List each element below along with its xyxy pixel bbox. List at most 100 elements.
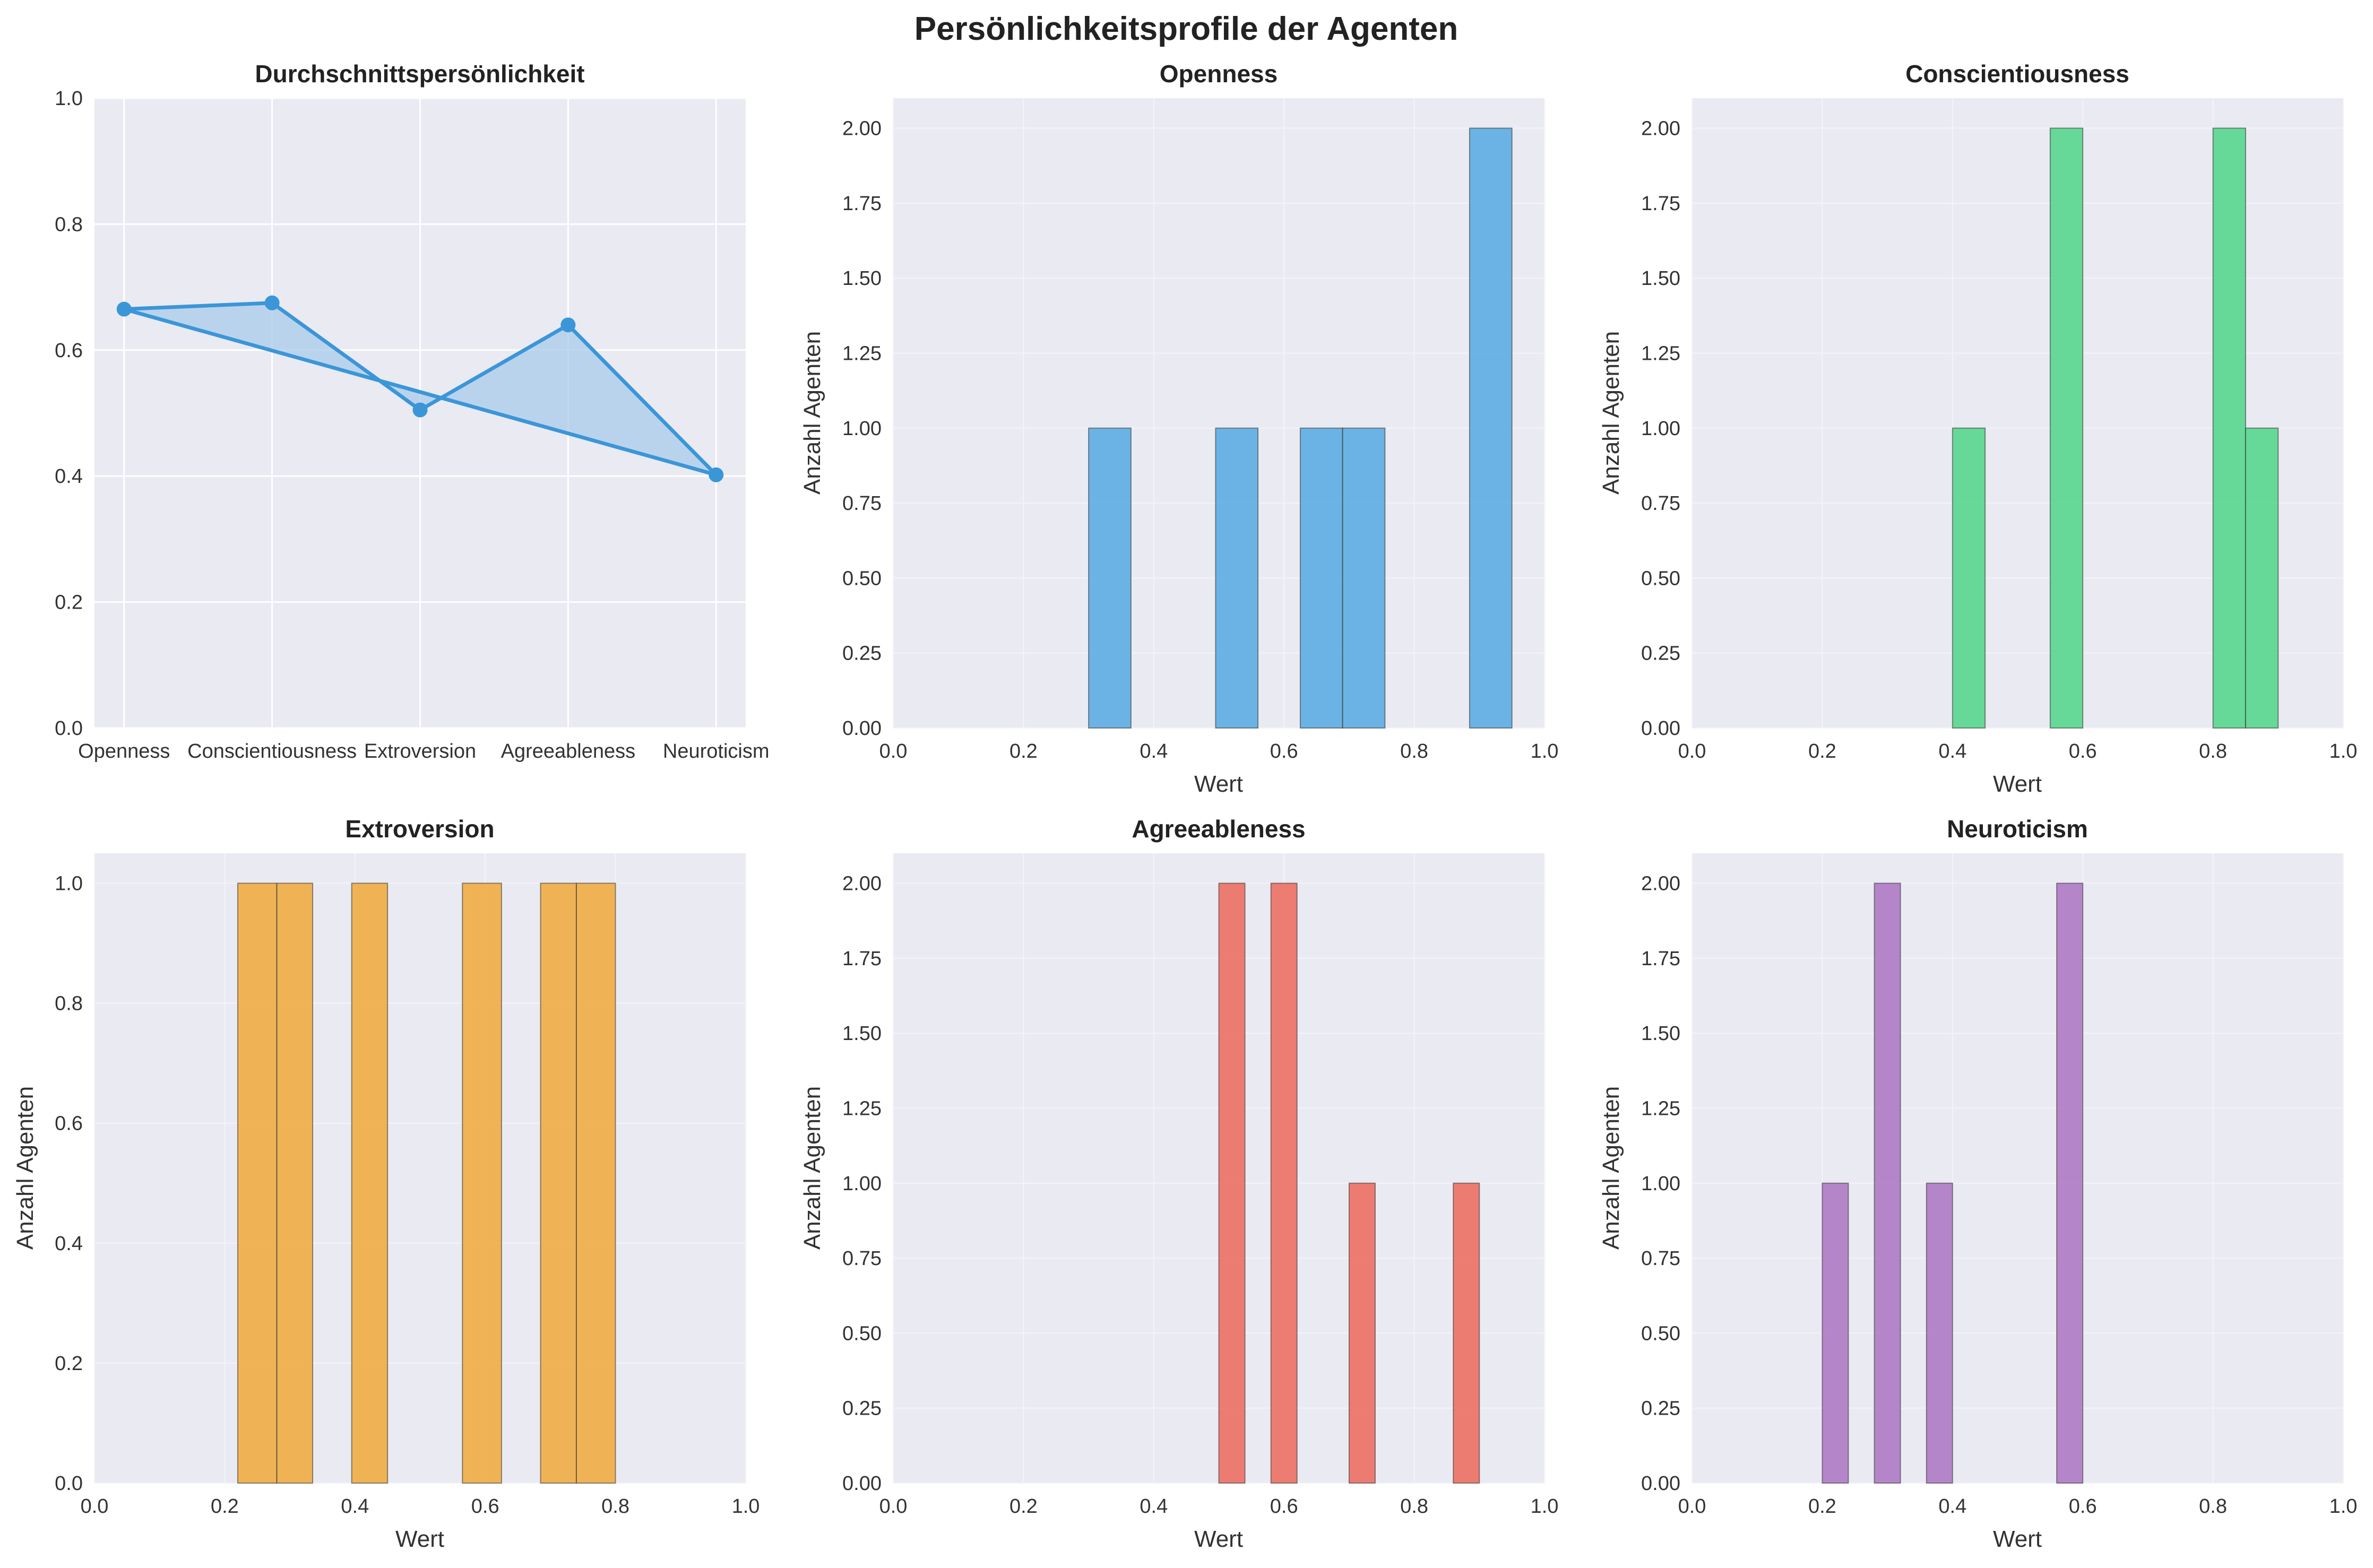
x-tick-label: 1.0 (1531, 1495, 1559, 1518)
x-tick-label: 0.2 (211, 1495, 239, 1518)
x-tick-label: 1.0 (732, 1495, 760, 1518)
x-axis-label: Wert (1993, 771, 2042, 797)
x-tick-label: 0.2 (1808, 740, 1836, 763)
x-axis-label: Wert (395, 1526, 444, 1552)
x-ticks: Openness Conscientiousness Extroversion Agr… (78, 740, 769, 763)
x-tick-label: Conscientiousness (187, 740, 357, 763)
x-tick-label: Agreeableness (501, 740, 636, 763)
panel-title: Agreeableness (1132, 815, 1305, 843)
histogram-bar (1348, 1182, 1376, 1484)
y-tick-label: 1.0 (55, 88, 83, 110)
y-tick-label: 0.2 (55, 1353, 83, 1375)
bars (1952, 127, 2279, 729)
y-ticks: 0.00 0.25 0.50 0.75 1.00 1.25 1.50 1.75 2.00 (1641, 118, 1680, 740)
y-tick-label: 0.25 (1641, 1398, 1680, 1420)
y-tick-label: 2.00 (842, 118, 882, 140)
x-tick-label: 0.2 (1808, 1495, 1836, 1518)
y-tick-label: 0.6 (55, 340, 83, 362)
y-tick-label: 0.4 (55, 1233, 83, 1255)
x-tick-label: 0.8 (2199, 1495, 2227, 1518)
x-tick-label: 0.6 (1270, 740, 1298, 763)
histogram-bar (1926, 1182, 1953, 1484)
x-tick-label: Openness (78, 740, 170, 763)
y-tick-label: 0.25 (1641, 643, 1680, 665)
y-tick-label: 1.50 (1641, 267, 1680, 290)
data-point (264, 295, 280, 310)
x-tick-label: 1.0 (1531, 740, 1559, 763)
x-ticks: 0.0 0.2 0.4 0.6 0.8 1.0 (879, 1495, 1559, 1518)
x-tick-label: 0.4 (1938, 1495, 1966, 1518)
y-tick-label: 0.0 (55, 1472, 83, 1495)
y-tick-label: 0.4 (55, 465, 83, 488)
histogram-bar (1270, 882, 1298, 1484)
panel-agreeableness: Agreeableness 0.00 0.25 0.50 0.75 1.00 1.25 1.… (799, 815, 1558, 1552)
x-tick-label: 0.0 (1678, 1495, 1706, 1518)
series-line (122, 301, 718, 477)
histogram-bar (1952, 427, 1986, 729)
x-tick-label: 0.8 (2199, 740, 2227, 763)
y-tick-label: 0.75 (1641, 492, 1680, 515)
panel-openness: Openness 0.00 0.25 0.50 0.75 1.00 1.25 1.50 1.7… (799, 60, 1558, 797)
y-tick-label: 2.00 (1641, 118, 1680, 140)
y-tick-label: 1.50 (842, 267, 882, 290)
panel-title: Openness (1160, 60, 1278, 88)
histogram-bar (1299, 427, 1343, 729)
y-tick-label: 1.25 (1641, 1097, 1680, 1120)
x-tick-label: 0.0 (879, 1495, 908, 1518)
histogram-bar (1215, 427, 1259, 729)
y-tick-label: 0.8 (55, 213, 83, 236)
histogram-bar (1453, 1182, 1480, 1484)
histogram-bar (1218, 882, 1246, 1484)
bars (1088, 127, 1513, 729)
y-tick-label: 1.00 (842, 1173, 882, 1195)
y-tick-label: 0.50 (842, 1322, 882, 1345)
histogram-bar (351, 882, 389, 1484)
y-tick-label: 1.50 (1641, 1023, 1680, 1045)
x-ticks: 0.0 0.2 0.4 0.6 0.8 1.0 (1678, 740, 2358, 763)
x-tick-label: 0.6 (2069, 740, 2097, 763)
y-tick-label: 2.00 (1641, 873, 1680, 895)
histogram-bar (540, 882, 577, 1484)
y-tick-label: 1.0 (55, 873, 83, 895)
panel-title: Neuroticism (1947, 815, 2088, 843)
y-tick-label: 0.50 (1641, 1322, 1680, 1345)
histogram-bar (1342, 427, 1386, 729)
x-tick-label: 0.8 (1400, 740, 1428, 763)
y-tick-label: 1.50 (842, 1023, 882, 1045)
figure-title: Persönlichkeitsprofile der Agenten (914, 11, 1458, 47)
y-tick-label: 1.25 (842, 1097, 882, 1120)
y-axis-label: Anzahl Agenten (1598, 1086, 1624, 1250)
x-tick-label: 0.0 (879, 740, 908, 763)
y-ticks: 0.0 0.2 0.4 0.6 0.8 1.0 (55, 88, 83, 740)
y-tick-label: 0.00 (1641, 1472, 1680, 1495)
panel-extroversion: Extroversion 0.00.20.40.60.81.0 0.0 0.2 0.… (12, 815, 760, 1552)
x-axis-label: Wert (1194, 771, 1243, 797)
panel-average-personality: Durchschnittspersönlichkeit 0.0 0.2 0.4 0.6… (55, 60, 769, 763)
x-tick-label: 0.8 (1400, 1495, 1428, 1518)
x-axis-label: Wert (1993, 1526, 2042, 1552)
x-tick-label: 1.0 (2329, 1495, 2358, 1518)
bars (1218, 882, 1480, 1484)
x-tick-label: 0.4 (341, 1495, 369, 1518)
y-tick-label: 0.00 (1641, 717, 1680, 740)
panel-conscientiousness: Conscientiousness 0.00 0.25 0.50 0.75 1.00 1.… (1598, 60, 2357, 797)
histogram-bar (462, 882, 502, 1484)
histogram-bar (276, 882, 314, 1484)
panel-title: Durchschnittspersönlichkeit (255, 60, 584, 88)
x-tick-label: 0.4 (1938, 740, 1966, 763)
y-ticks: 0.00 0.25 0.50 0.75 1.00 1.25 1.50 1.75 2.00 (1641, 873, 1680, 1495)
data-point (116, 301, 132, 317)
y-axis-label: Anzahl Agenten (799, 331, 825, 495)
data-point (560, 317, 576, 333)
y-tick-label: 0.75 (842, 1248, 882, 1270)
x-tick-label: 1.0 (2329, 740, 2358, 763)
x-tick-label: 0.6 (1270, 1495, 1298, 1518)
x-tick-label: 0.6 (2069, 1495, 2097, 1518)
y-tick-label: 0.50 (842, 567, 882, 590)
x-axis-label: Wert (1194, 1526, 1243, 1552)
x-tick-label: 0.4 (1140, 1495, 1168, 1518)
histogram-bar (1822, 1182, 1849, 1484)
y-axis-label: Anzahl Agenten (799, 1086, 825, 1250)
histogram-bar (2245, 427, 2279, 729)
